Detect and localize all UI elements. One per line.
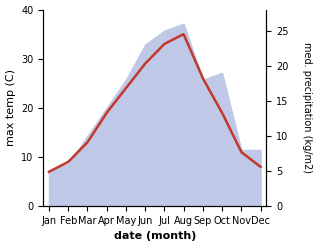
- X-axis label: date (month): date (month): [114, 231, 196, 242]
- Y-axis label: med. precipitation (kg/m2): med. precipitation (kg/m2): [302, 42, 313, 173]
- Y-axis label: max temp (C): max temp (C): [5, 69, 16, 146]
